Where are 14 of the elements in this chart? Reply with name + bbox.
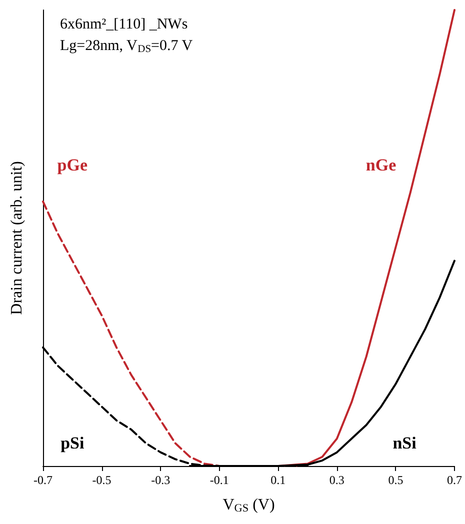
x-tick-label: -0.3 — [151, 473, 170, 487]
x-tick-label: -0.1 — [210, 473, 229, 487]
x-tick-label: 0.1 — [270, 473, 286, 487]
chart-title: 6x6nm²_[110] _NWs — [60, 16, 188, 32]
x-tick-label: 0.5 — [388, 473, 404, 487]
series-label: pGe — [57, 156, 88, 175]
x-tick-label: 0.3 — [329, 473, 344, 487]
x-tick-label: -0.5 — [92, 473, 112, 487]
x-tick-label: -0.7 — [34, 473, 52, 487]
series-label: nSi — [392, 434, 417, 453]
series-label: pSi — [60, 434, 84, 453]
x-tick-label: 0.7 — [447, 473, 462, 487]
y-axis-title: Drain current (arb. unit) — [8, 161, 26, 315]
series-label: nGe — [366, 156, 397, 175]
